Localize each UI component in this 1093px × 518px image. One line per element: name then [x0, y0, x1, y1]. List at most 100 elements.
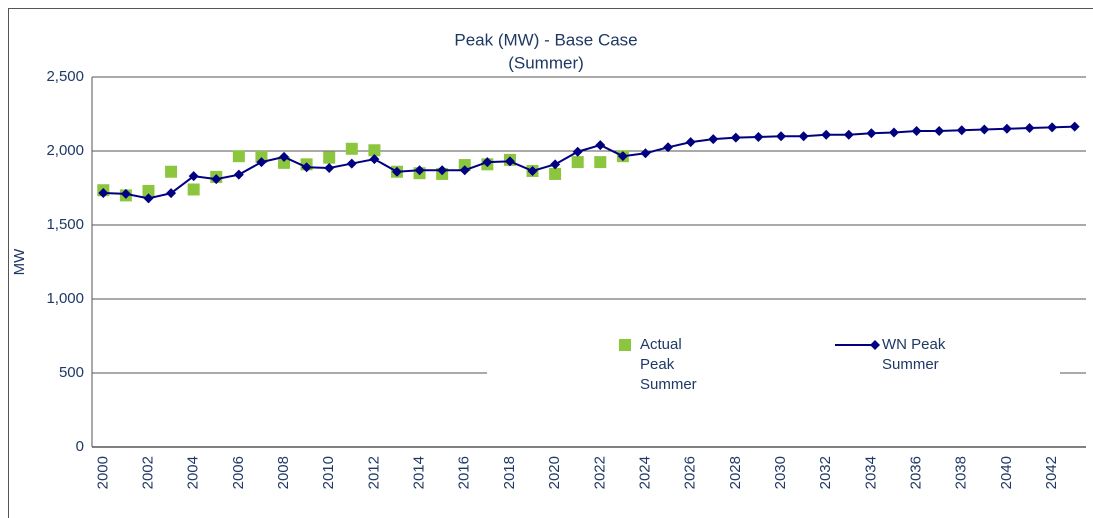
data-point	[550, 159, 561, 170]
y-tick-label: 1,000	[46, 290, 84, 307]
data-point	[979, 124, 990, 135]
data-point	[663, 142, 674, 153]
data-point	[640, 148, 651, 159]
data-point	[776, 131, 787, 142]
data-point	[459, 165, 470, 176]
legend-marker	[870, 340, 880, 350]
data-point	[211, 174, 222, 185]
data-point	[120, 188, 131, 199]
x-tick-label: 2010	[320, 456, 337, 489]
data-point	[1047, 122, 1058, 133]
data-point	[391, 166, 402, 177]
data-point	[166, 188, 177, 199]
data-point	[843, 129, 854, 140]
x-tick-label: 2042	[1043, 456, 1060, 489]
data-point	[571, 156, 584, 169]
data-point	[323, 151, 336, 164]
data-point	[595, 140, 606, 151]
data-point	[255, 150, 268, 163]
data-point	[1024, 123, 1035, 134]
y-tick-label: 500	[59, 364, 84, 381]
chart-title: Peak (MW) - Base Case	[454, 30, 637, 49]
data-point	[188, 171, 199, 182]
x-tick-label: 2036	[908, 456, 925, 489]
data-point	[527, 165, 538, 176]
x-tick-label: 2026	[682, 456, 699, 489]
x-tick-label: 2006	[230, 456, 247, 489]
data-point	[956, 125, 967, 136]
data-point	[233, 169, 244, 180]
data-point	[458, 159, 471, 172]
data-line	[103, 125, 1075, 200]
chart-border	[8, 8, 1093, 518]
x-tick-label: 2038	[953, 456, 970, 489]
data-point	[369, 154, 380, 165]
data-point	[143, 193, 154, 204]
data-point	[414, 165, 425, 176]
data-point	[368, 144, 381, 157]
y-axis-label: MW	[11, 248, 28, 275]
x-tick-label: 2002	[139, 456, 156, 489]
x-tick-label: 2030	[772, 456, 789, 489]
chart-subtitle: (Summer)	[508, 53, 584, 72]
legend-item	[835, 340, 880, 350]
x-tick-label: 2008	[275, 456, 292, 489]
legend-box	[487, 330, 1060, 400]
x-tick-label: 2034	[862, 456, 879, 489]
x-tick-label: 2028	[727, 456, 744, 489]
legend-label: WN Peak Summer	[882, 336, 946, 373]
x-tick-label: 2032	[817, 456, 834, 489]
data-point	[866, 128, 877, 139]
data-point	[911, 126, 922, 137]
x-tick-label: 2024	[636, 456, 653, 489]
x-tick-label: 2018	[501, 456, 518, 489]
data-point	[934, 126, 945, 137]
data-point	[572, 146, 583, 157]
x-tick-label: 2014	[411, 456, 428, 489]
data-point	[504, 156, 515, 167]
y-tick-label: 0	[76, 438, 84, 455]
x-tick-label: 2000	[94, 456, 111, 489]
data-point	[437, 165, 448, 176]
data-point	[324, 163, 335, 174]
data-point	[256, 157, 267, 168]
marks	[97, 121, 1080, 204]
data-point	[301, 162, 312, 173]
data-point	[617, 151, 628, 162]
data-point	[346, 158, 357, 169]
data-point	[1069, 121, 1080, 132]
x-tick-label: 2012	[365, 456, 382, 489]
data-point	[98, 188, 109, 199]
data-point	[142, 184, 155, 197]
data-point	[1001, 123, 1012, 134]
x-tick-label: 2020	[546, 456, 563, 489]
data-point	[278, 156, 291, 169]
legend-marker	[619, 339, 631, 351]
y-tick-label: 2,500	[46, 68, 84, 85]
data-point	[279, 151, 290, 162]
legend-item	[619, 339, 631, 351]
y-tick-label: 2,000	[46, 142, 84, 159]
y-tick-label: 1,500	[46, 216, 84, 233]
x-tick-label: 2040	[998, 456, 1015, 489]
data-point	[187, 183, 200, 196]
data-point	[888, 127, 899, 138]
legend-label: Actual Peak Summer	[640, 336, 697, 393]
x-tick-label: 2004	[185, 456, 202, 489]
data-point	[594, 156, 607, 169]
data-point	[730, 132, 741, 143]
data-point	[753, 131, 764, 142]
data-point	[821, 129, 832, 140]
data-point	[482, 157, 493, 168]
data-point	[798, 131, 809, 142]
data-point	[345, 142, 358, 155]
data-point	[232, 150, 245, 163]
data-point	[549, 167, 562, 180]
data-point	[708, 134, 719, 145]
x-tick-label: 2022	[591, 456, 608, 489]
data-point	[685, 137, 696, 148]
data-point	[165, 165, 178, 178]
x-tick-label: 2016	[456, 456, 473, 489]
